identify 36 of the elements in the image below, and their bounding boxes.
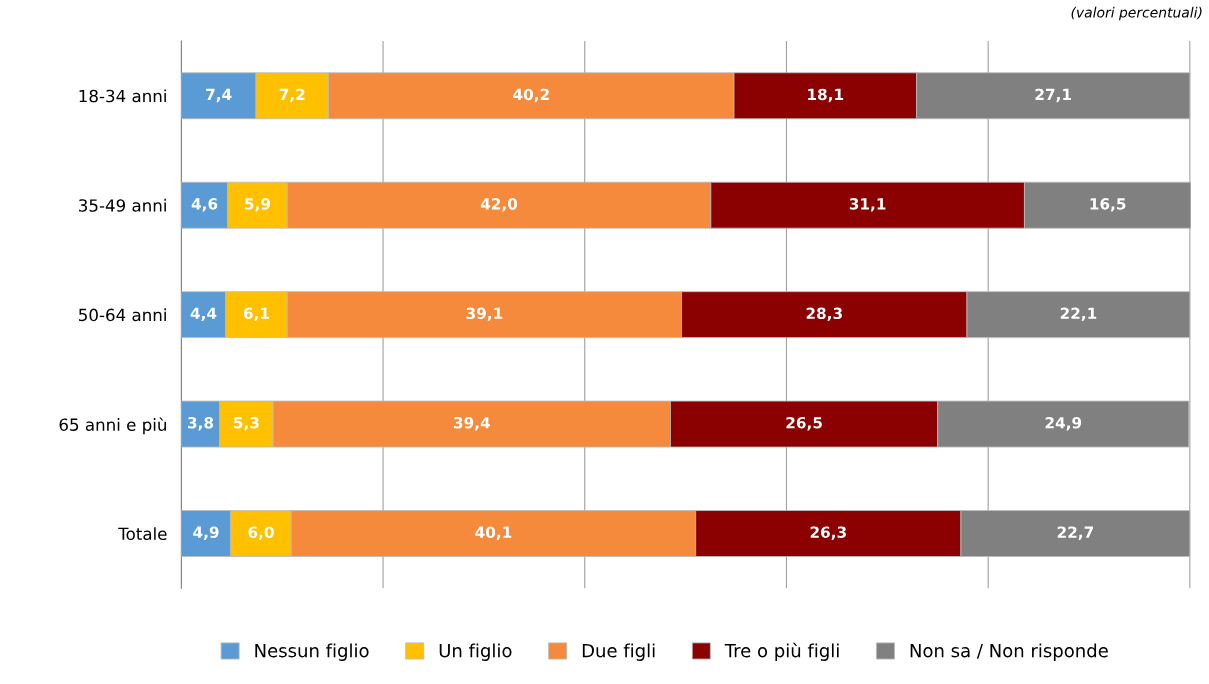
y-tick-label: 35-49 anni (79, 198, 166, 212)
data-label: 26,5 (786, 416, 822, 431)
y-tick-label: 65 anni e più (59, 417, 166, 435)
legend-label: Tre o più figli (724, 642, 839, 661)
data-label: 18,1 (808, 88, 844, 103)
data-label: 42,0 (480, 198, 518, 212)
data-label: 4,4 (190, 307, 217, 322)
legend-label: Un figlio (439, 643, 512, 661)
data-label: 27,1 (1035, 88, 1071, 103)
data-label: 7,2 (279, 88, 305, 103)
data-label: 40,1 (475, 526, 512, 540)
data-label: 26,3 (810, 526, 846, 540)
data-label: 39,4 (453, 416, 490, 431)
data-label: 4,6 (191, 198, 218, 212)
data-label: 6,0 (248, 526, 274, 540)
data-label: 39,1 (466, 307, 503, 322)
data-label: 24,9 (1045, 416, 1082, 431)
data-label: 28,3 (806, 307, 842, 322)
legend-label: Nessun figlio (255, 643, 369, 661)
legend-label: Due figli (582, 643, 655, 661)
data-label: 4,9 (193, 526, 219, 540)
data-label: 5,9 (245, 198, 271, 212)
y-tick-label: 18-34 anni (79, 89, 166, 103)
text: (valori percentuali) (1071, 6, 1202, 21)
legend-label: Non sa / Non risponde (910, 643, 1108, 661)
data-label: 16,5 (1090, 198, 1126, 212)
data-label: 40,2 (513, 88, 549, 103)
y-tick-label: 50-64 anni (79, 308, 166, 322)
data-label: 5,3 (234, 416, 259, 431)
y-tick-label: Totale (118, 527, 167, 541)
data-label: 22,1 (1060, 307, 1097, 322)
data-label: 3,8 (188, 416, 214, 431)
data-label: 22,7 (1057, 526, 1094, 540)
data-label: 31,1 (849, 198, 886, 212)
data-label: 7,4 (206, 88, 232, 103)
data-label: 6,1 (243, 307, 269, 322)
